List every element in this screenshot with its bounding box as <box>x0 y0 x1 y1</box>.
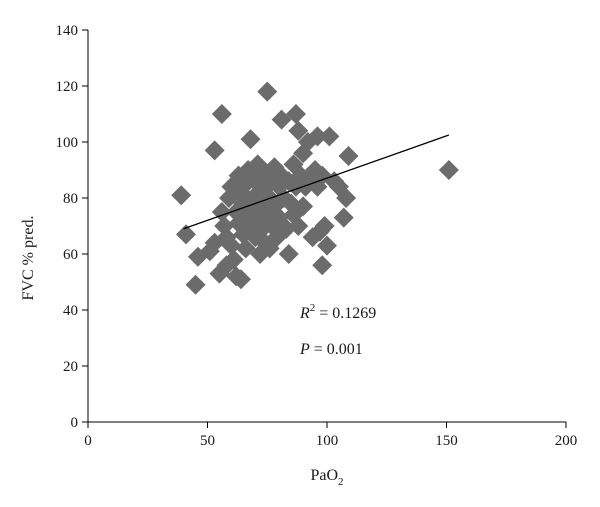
axes: 0 20 40 60 80 100 120 140 0 50 100 150 200 <box>56 23 578 449</box>
y-tick-label: 140 <box>56 23 79 39</box>
data-point <box>257 81 278 102</box>
y-tick-label: 40 <box>63 303 78 319</box>
data-point <box>333 207 354 228</box>
data-points <box>171 81 459 295</box>
data-point <box>288 120 309 141</box>
trend-line <box>183 134 450 230</box>
data-point <box>317 235 337 256</box>
y-tick-label: 60 <box>63 247 78 263</box>
data-point <box>288 216 309 236</box>
y-tick-label: 80 <box>63 191 78 207</box>
data-point <box>221 235 242 256</box>
y-tick-label: 120 <box>56 79 79 95</box>
data-point <box>171 185 192 206</box>
x-axis-ticks: 0 50 100 150 200 <box>84 422 577 449</box>
x-tick-label: 200 <box>555 433 578 449</box>
data-point <box>285 104 306 124</box>
data-point <box>293 196 314 217</box>
y-axis-title: FVC % pred. <box>20 216 37 301</box>
x-tick-label: 0 <box>84 433 92 449</box>
p-value-annotation: P = 0.001 <box>299 341 363 358</box>
y-tick-label: 100 <box>56 135 79 151</box>
data-point <box>319 126 340 147</box>
x-axis-title: PaO2 <box>310 467 343 488</box>
data-point <box>438 160 459 180</box>
data-point <box>312 255 333 276</box>
data-point <box>338 146 359 166</box>
y-axis-ticks: 0 20 40 60 80 100 120 140 <box>56 23 88 431</box>
data-point <box>204 140 225 161</box>
data-point <box>230 269 251 290</box>
y-tick-label: 20 <box>63 359 78 375</box>
x-tick-label: 100 <box>316 433 339 449</box>
data-point <box>336 188 357 208</box>
data-point <box>240 129 261 150</box>
y-tick-label: 0 <box>71 415 79 431</box>
data-point <box>307 126 328 147</box>
data-point <box>223 249 244 270</box>
r-squared-annotation: R2 = 0.1269 <box>299 302 376 322</box>
x-tick-label: 50 <box>200 433 215 449</box>
data-point <box>278 244 299 264</box>
data-point <box>185 274 206 295</box>
data-point <box>211 104 232 124</box>
x-tick-label: 150 <box>435 433 458 449</box>
data-point <box>175 224 196 245</box>
data-point <box>314 216 335 236</box>
